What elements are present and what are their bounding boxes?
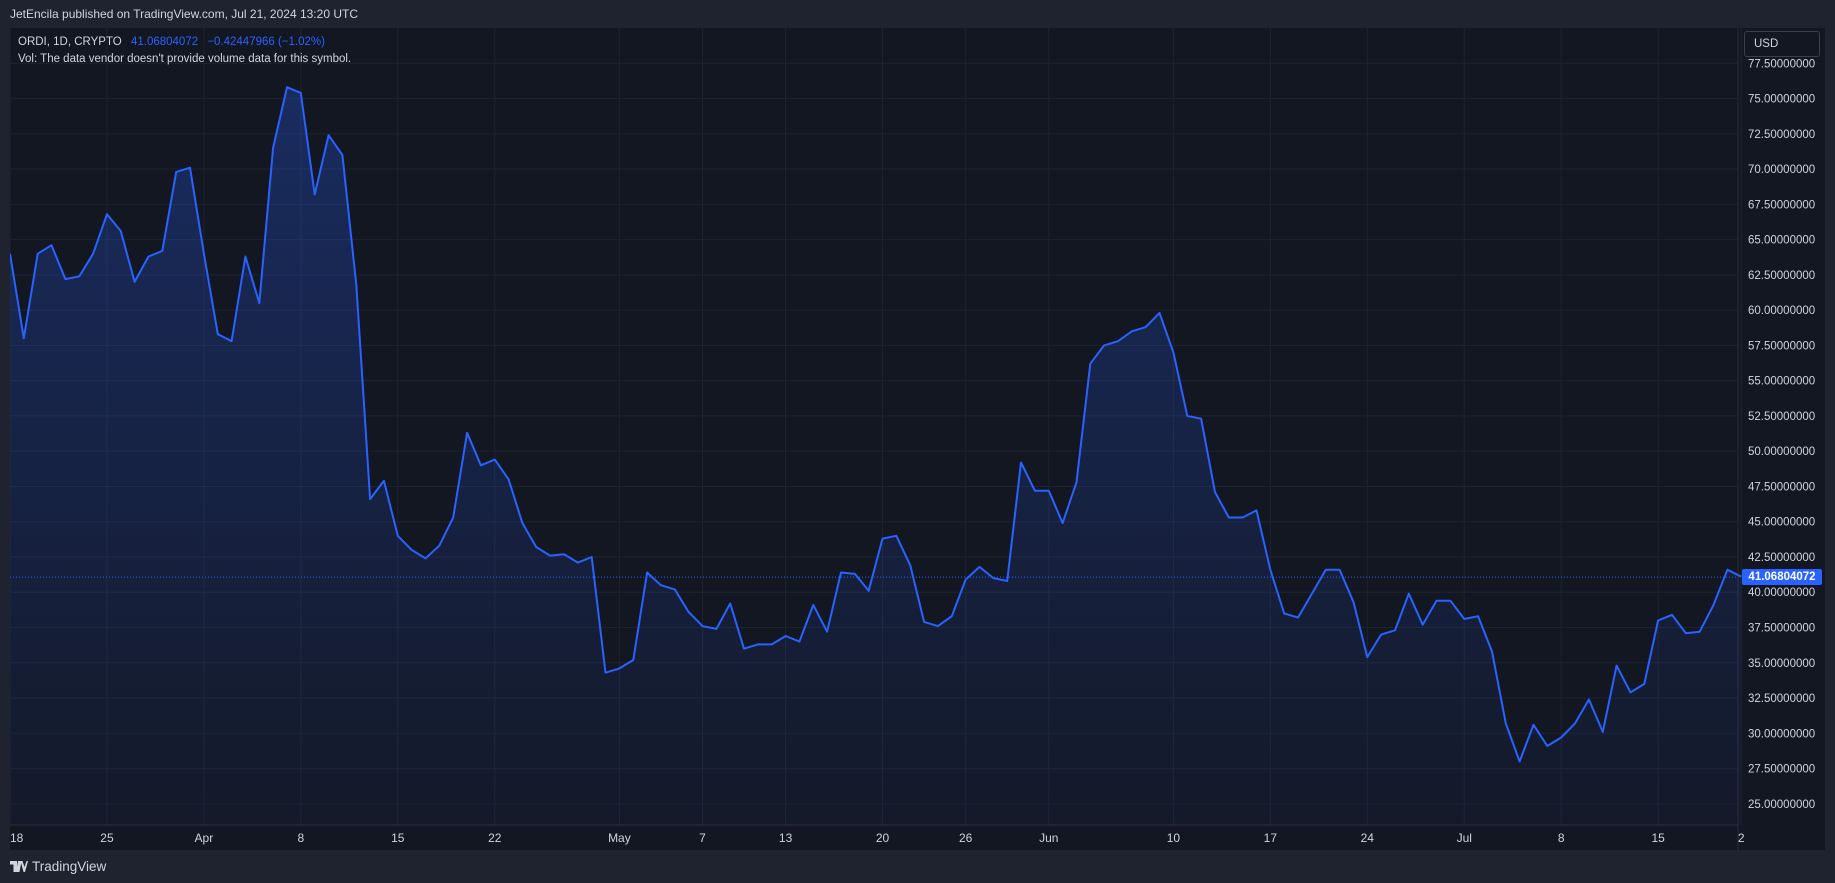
y-tick-label: 45.00000000 <box>1748 517 1815 529</box>
price-line <box>10 86 1742 763</box>
y-tick-label: 57.50000000 <box>1748 340 1815 352</box>
x-tick-label: Jul <box>1457 831 1472 845</box>
y-tick-label: 67.50000000 <box>1748 199 1815 211</box>
footer-brand[interactable]: TradingView <box>32 859 107 874</box>
x-tick-label: 26 <box>959 831 973 845</box>
price-chart[interactable]: 25.00000000 27.50000000 30.00000000 32.5000… <box>10 28 1825 850</box>
y-tick-label: 62.50000000 <box>1748 270 1815 282</box>
price-area-fill <box>10 87 1742 825</box>
currency-button[interactable]: USD <box>1744 31 1820 57</box>
y-tick-label: 55.00000000 <box>1748 376 1815 388</box>
y-tick-label: 52.50000000 <box>1748 411 1815 423</box>
x-tick-label: 15 <box>391 831 405 845</box>
y-tick-label: 42.50000000 <box>1748 552 1815 564</box>
y-tick-label: 37.50000000 <box>1748 623 1815 635</box>
x-tick-label: 22 <box>488 831 502 845</box>
y-tick-label: 50.00000000 <box>1748 446 1815 458</box>
y-tick-label: 70.00000000 <box>1748 164 1815 176</box>
x-tick-label: 25 <box>100 831 114 845</box>
x-tick-label: 20 <box>876 831 890 845</box>
x-tick-label: 13 <box>779 831 793 845</box>
y-tick-label: 75.00000000 <box>1748 94 1815 106</box>
y-tick-label: 32.50000000 <box>1748 693 1815 705</box>
x-tick-label: 18 <box>10 831 24 845</box>
publisher-line: JetEncila published on TradingView.com, … <box>10 7 358 21</box>
x-tick-label: 8 <box>298 831 305 845</box>
y-tick-label: 72.50000000 <box>1748 129 1815 141</box>
top-bar: JetEncila published on TradingView.com, … <box>0 0 1835 28</box>
legend-symbol[interactable]: ORDI, 1D, CRYPTO <box>18 36 122 48</box>
last-price-tag: 41.06804072 <box>1742 569 1822 586</box>
y-tick-label: 65.00000000 <box>1748 235 1815 247</box>
legend-volume-note: Vol: The data vendor doesn't provide vol… <box>18 53 352 65</box>
y-tick-label: 30.00000000 <box>1748 728 1815 740</box>
y-tick-label: 40.00000000 <box>1748 587 1815 599</box>
x-tick-label: Jun <box>1039 831 1058 845</box>
y-tick-label: 25.00000000 <box>1748 799 1815 811</box>
chart-legend: ORDI, 1D, CRYPTO 41.06804072 −0.42447966… <box>18 34 351 68</box>
chart-area[interactable]: 25.00000000 27.50000000 30.00000000 32.5000… <box>10 28 1825 850</box>
footer-bar: TradingView <box>0 850 1835 883</box>
x-tick-label: Apr <box>195 831 214 845</box>
x-tick-label: 15 <box>1651 831 1665 845</box>
legend-change: −0.42447966 (−1.02%) <box>207 36 325 48</box>
y-tick-label: 77.50000000 <box>1748 58 1815 70</box>
tradingview-logo-icon[interactable] <box>10 861 28 872</box>
legend-last-value: 41.06804072 <box>130 36 199 48</box>
x-tick-label: 17 <box>1264 831 1278 845</box>
x-tick-label: 10 <box>1167 831 1181 845</box>
x-tick-label: May <box>608 831 631 845</box>
y-tick-label: 60.00000000 <box>1748 305 1815 317</box>
x-tick-label: 7 <box>699 831 706 845</box>
x-tick-label: 24 <box>1361 831 1375 845</box>
x-tick-label: 2 <box>1738 831 1745 845</box>
x-tick-label: 8 <box>1558 831 1565 845</box>
y-tick-label: 35.00000000 <box>1748 658 1815 670</box>
y-tick-label: 27.50000000 <box>1748 764 1815 776</box>
y-tick-label: 47.50000000 <box>1748 481 1815 493</box>
